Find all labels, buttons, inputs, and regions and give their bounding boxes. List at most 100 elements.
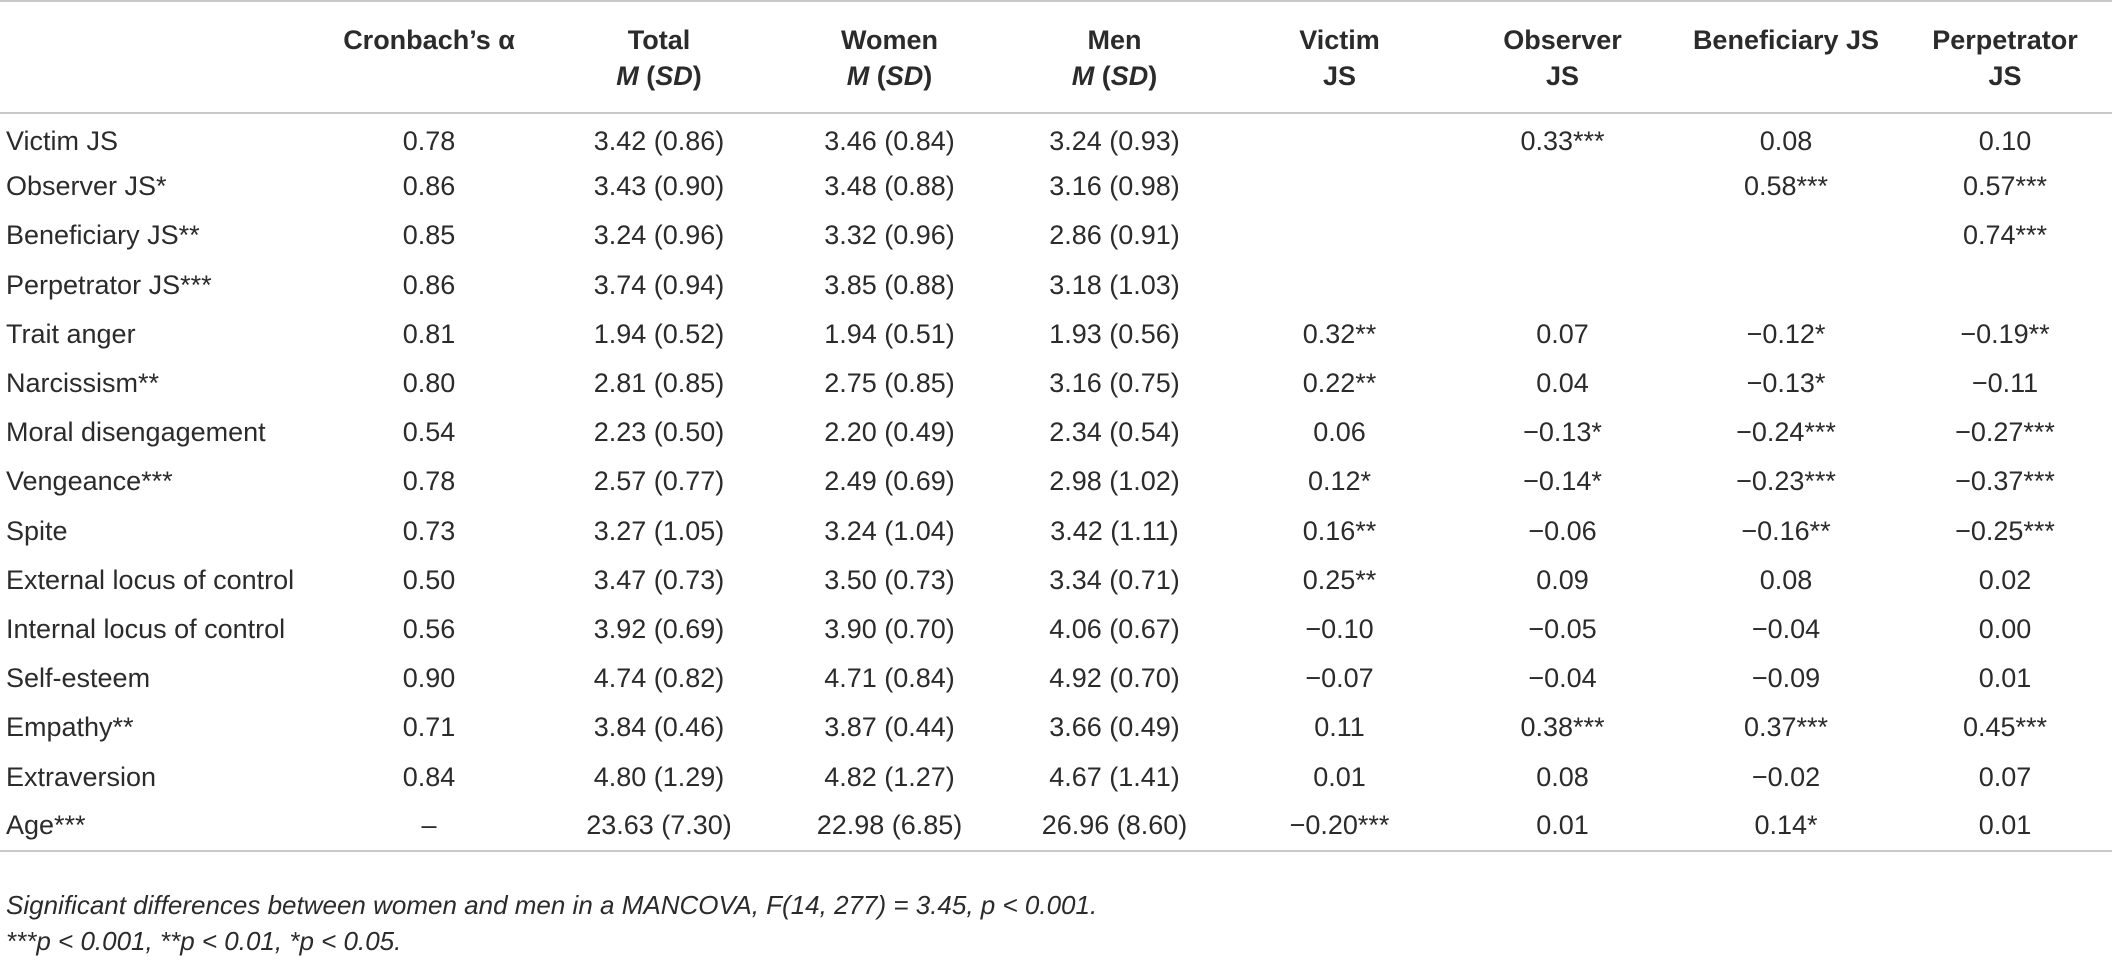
cell-women: 2.49 (0.69) <box>824 466 955 497</box>
cell-victim-js: 0.32** <box>1302 318 1377 349</box>
cell-total: 2.23 (0.50) <box>593 417 725 448</box>
header-total: Total M (SD) <box>616 25 702 91</box>
cell-women: 3.32 (0.96) <box>824 220 955 251</box>
cell-victim-js: 0.01 <box>1313 761 1366 792</box>
row-label: Narcissism** <box>6 368 160 399</box>
cell-women: 4.71 (0.84) <box>824 663 955 694</box>
cell-perpetrator-js: −0.37*** <box>1955 466 2055 497</box>
cell-perpetrator-js: 0.74*** <box>1962 220 2048 251</box>
row-label: External locus of control <box>6 564 295 595</box>
cell-observer-js: −0.06 <box>1528 515 1597 546</box>
cell-women: 1.94 (0.51) <box>824 318 955 349</box>
cell-victim-js: −0.10 <box>1305 613 1374 644</box>
cell-perpetrator-js: 0.57*** <box>1962 171 2048 202</box>
table-row: Trait anger 0.81 1.94 (0.52) 1.94 (0.51) 1.9… <box>0 310 2112 359</box>
cell-men: 3.18 (1.03) <box>1049 269 1180 300</box>
cell-total: 3.27 (1.05) <box>593 515 725 546</box>
cell-beneficiary-js: −0.16** <box>1741 515 1831 546</box>
cell-observer-js: 0.09 <box>1536 564 1589 595</box>
cell-total: 4.80 (1.29) <box>593 761 725 792</box>
cell-men: 2.86 (0.91) <box>1049 220 1180 251</box>
cell-women: 3.46 (0.84) <box>824 125 955 156</box>
cell-total: 4.74 (0.82) <box>593 663 725 694</box>
cell-beneficiary-js: 0.58*** <box>1743 171 1829 202</box>
cell-perpetrator-js: −0.11 <box>1971 368 2039 399</box>
cell-men: 2.34 (0.54) <box>1049 417 1180 448</box>
header-cronbach: Cronbach’s α <box>343 25 515 55</box>
cell-total: 2.57 (0.77) <box>593 466 725 497</box>
cell-men: 3.34 (0.71) <box>1049 564 1180 595</box>
header-observer-js: Observer JS <box>1503 25 1622 91</box>
row-label: Trait anger <box>6 318 136 349</box>
cell-total: 1.94 (0.52) <box>593 318 725 349</box>
cell-perpetrator-js: 0.45*** <box>1962 712 2048 743</box>
row-label: Perpetrator JS*** <box>6 269 212 300</box>
cell-cronbach: 0.78 <box>402 125 456 156</box>
row-label: Extraversion <box>6 761 157 792</box>
cell-observer-js: −0.14* <box>1523 466 1602 497</box>
header-beneficiary-js: Beneficiary JS <box>1692 25 1880 55</box>
cell-beneficiary-js: 0.08 <box>1759 564 1813 595</box>
cell-beneficiary-js: 0.14* <box>1754 810 1818 841</box>
cell-total: 3.24 (0.96) <box>593 220 725 251</box>
table-notes: Significant differences between women an… <box>6 887 1097 959</box>
cell-men: 26.96 (8.60) <box>1041 810 1188 841</box>
cell-perpetrator-js: 0.07 <box>1978 761 2032 792</box>
cell-total: 2.81 (0.85) <box>593 368 725 399</box>
cell-total: 23.63 (7.30) <box>586 810 732 841</box>
cell-victim-js <box>1228 211 1451 260</box>
cell-perpetrator-js: −0.25*** <box>1955 515 2055 546</box>
row-label: Self-esteem <box>6 663 151 694</box>
cell-cronbach: 0.50 <box>402 564 456 595</box>
cell-men: 3.24 (0.93) <box>1049 125 1180 156</box>
cell-men: 3.66 (0.49) <box>1049 712 1180 743</box>
cell-men: 3.16 (0.98) <box>1049 171 1180 202</box>
row-label: Empathy** <box>6 712 134 743</box>
row-label: Victim JS <box>6 125 119 156</box>
cell-observer-js: −0.05 <box>1528 613 1597 644</box>
cell-victim-js: 0.12* <box>1307 466 1372 497</box>
cell-men: 1.93 (0.56) <box>1049 318 1180 349</box>
row-label: Observer JS* <box>6 171 167 202</box>
cell-beneficiary-js: 0.08 <box>1759 125 1813 156</box>
cell-beneficiary-js <box>1674 261 1898 310</box>
note-mancova: Significant differences between women an… <box>6 890 1098 920</box>
table-row: Victim JS 0.78 3.42 (0.86) 3.46 (0.84) 3.24 … <box>0 113 2112 162</box>
cell-perpetrator-js: −0.19** <box>1960 318 2050 349</box>
table-row: Age*** – 23.63 (7.30) 22.98 (6.85) 26.96 (8.… <box>0 802 2112 851</box>
table-row: Empathy** 0.71 3.84 (0.46) 3.87 (0.44) 3.66 … <box>0 703 2112 752</box>
table-row: Self-esteem 0.90 4.74 (0.82) 4.71 (0.84) 4.9… <box>0 654 2112 703</box>
cell-cronbach: – <box>421 810 437 841</box>
cell-observer-js <box>1451 261 1674 310</box>
cell-cronbach: 0.56 <box>402 613 456 644</box>
cell-observer-js: 0.07 <box>1536 318 1589 349</box>
cell-beneficiary-js: −0.13* <box>1746 368 1826 399</box>
cell-men: 2.98 (1.02) <box>1049 466 1180 497</box>
cell-men: 4.92 (0.70) <box>1049 663 1180 694</box>
table-row: Extraversion 0.84 4.80 (1.29) 4.82 (1.27) 4.… <box>0 752 2112 801</box>
cell-total: 3.47 (0.73) <box>593 564 725 595</box>
table-row: Perpetrator JS*** 0.86 3.74 (0.94) 3.85 (0.… <box>0 261 2112 310</box>
cell-beneficiary-js: −0.04 <box>1751 613 1821 644</box>
table-row: Vengeance*** 0.78 2.57 (0.77) 2.49 (0.69) 2.… <box>0 457 2112 506</box>
cell-women: 3.50 (0.73) <box>824 564 955 595</box>
cell-women: 2.75 (0.85) <box>824 368 955 399</box>
row-label: Age*** <box>6 810 86 841</box>
cell-men: 4.06 (0.67) <box>1049 613 1180 644</box>
cell-victim-js: 0.16** <box>1302 515 1377 546</box>
cell-victim-js: −0.20*** <box>1289 810 1390 841</box>
cell-cronbach: 0.90 <box>402 663 456 694</box>
cell-total: 3.92 (0.69) <box>593 613 725 644</box>
cell-total: 3.43 (0.90) <box>593 171 725 202</box>
cell-cronbach: 0.84 <box>402 761 456 792</box>
cell-victim-js: −0.07 <box>1305 663 1374 694</box>
header-women: Women M (SD) <box>840 25 938 91</box>
cell-cronbach: 0.78 <box>402 466 456 497</box>
cell-perpetrator-js: 0.01 <box>1978 810 2032 841</box>
table-row: External locus of control 0.50 3.47 (0.73)… <box>0 556 2112 605</box>
table-header: Cronbach’s α Total M (SD) Women M (SD) M… <box>0 1 2112 113</box>
header-variable <box>0 1 318 113</box>
table-row: Internal locus of control 0.56 3.92 (0.69)… <box>0 605 2112 654</box>
cell-beneficiary-js: −0.23*** <box>1736 466 1836 497</box>
header-men: Men M (SD) <box>1071 25 1158 91</box>
